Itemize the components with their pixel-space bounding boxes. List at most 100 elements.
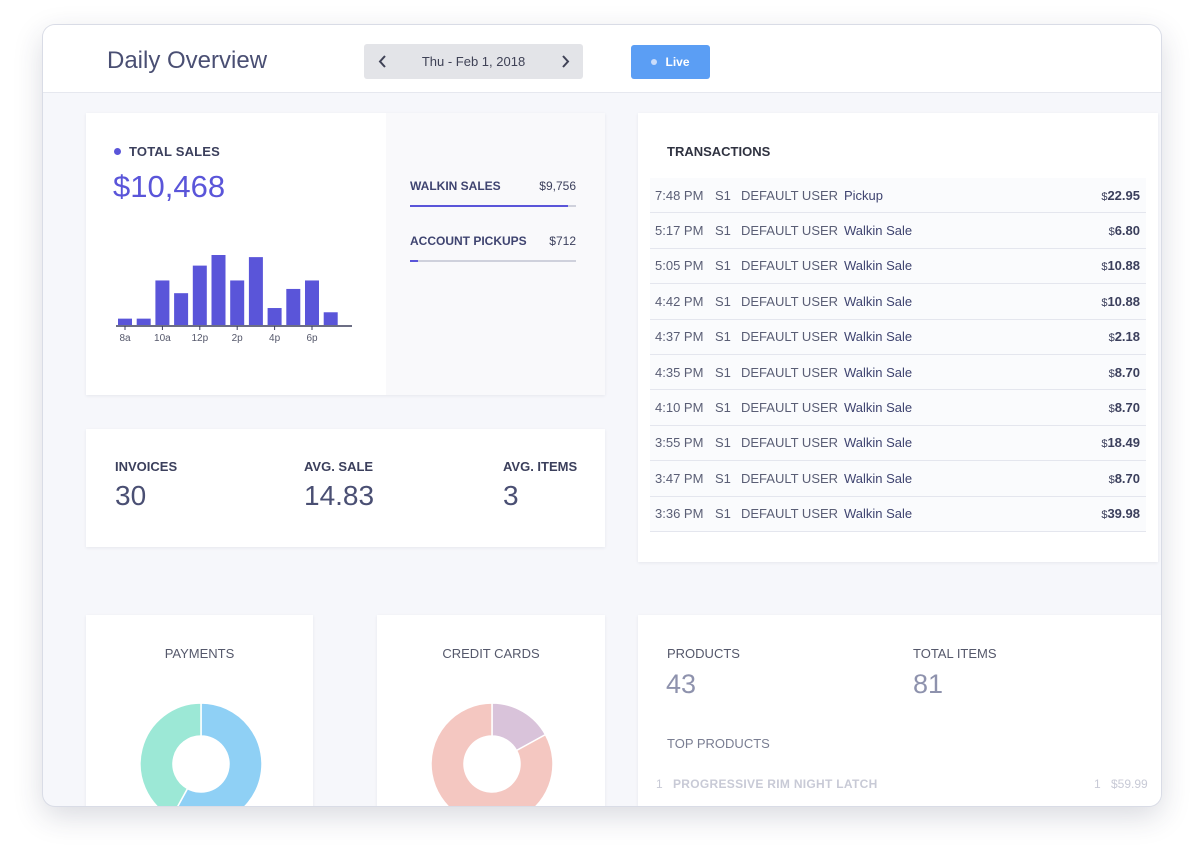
transaction-type: Walkin Sale [844, 435, 913, 451]
transaction-user: DEFAULT USER [741, 364, 839, 380]
transaction-amount: $18.49 [1101, 435, 1140, 450]
transaction-amount: $10.88 [1101, 258, 1140, 273]
walkin-sales-progress [410, 205, 576, 207]
transaction-time: 3:47 PM [655, 470, 704, 486]
transaction-store: S1 [715, 258, 731, 274]
transactions-list: 7:48 PM S1 DEFAULT USER Pickup $22.95 5:17 PM… [650, 178, 1146, 532]
walkin-sales-label: WALKIN SALES [410, 179, 501, 193]
transactions-title: TRANSACTIONS [667, 144, 771, 159]
transaction-store: S1 [715, 506, 731, 522]
currency-symbol: $ [1101, 190, 1108, 203]
transaction-row[interactable]: 4:37 PM S1 DEFAULT USER Walkin Sale $2.18 [650, 319, 1146, 355]
transaction-amount: $8.70 [1109, 471, 1140, 486]
transaction-time: 4:42 PM [655, 293, 704, 309]
bar-4p [267, 308, 282, 325]
previous-day-button[interactable] [364, 44, 400, 79]
transaction-store: S1 [715, 364, 731, 380]
transaction-time: 7:48 PM [655, 187, 704, 203]
walkin-sales-value: $9,756 [539, 179, 576, 193]
invoices-label: INVOICES [115, 459, 178, 474]
transaction-row[interactable]: 3:55 PM S1 DEFAULT USER Walkin Sale $18.49 [650, 425, 1146, 462]
sales-breakdown: WALKIN SALES $9,756 ACCOUNT PICKUPS $712 [386, 113, 605, 395]
currency-symbol: $ [1108, 226, 1115, 239]
x-tick-label: 4p [269, 333, 281, 344]
products-value: 43 [666, 669, 697, 699]
transaction-row[interactable]: 3:36 PM S1 DEFAULT USER Walkin Sale $39.98 [650, 496, 1146, 532]
bar-12p [192, 265, 207, 325]
top-product-qty: 1 [1094, 777, 1101, 791]
total-sales-value: $10,468 [113, 169, 226, 204]
transaction-store: S1 [715, 329, 731, 345]
payments-title: PAYMENTS [164, 646, 235, 661]
transaction-user: DEFAULT USER [741, 329, 839, 345]
next-day-button[interactable] [547, 44, 583, 79]
transaction-row[interactable]: 4:35 PM S1 DEFAULT USER Walkin Sale $8.70 [650, 354, 1146, 391]
current-date[interactable]: Thu - Feb 1, 2018 [421, 54, 526, 69]
x-tick-label: 12p [191, 333, 208, 344]
amount-value: 8.70 [1114, 364, 1140, 380]
avg-items-stat: AVG. ITEMS 3 [503, 459, 577, 512]
top-product-rank: 1 [656, 777, 663, 791]
bar-2p [230, 280, 245, 325]
bar-9a [136, 318, 151, 325]
amount-value: 10.88 [1107, 293, 1140, 309]
stats-card: INVOICES 30 AVG. SALE 14.83 AVG. ITEMS 3 [86, 429, 605, 547]
transaction-amount: $39.98 [1101, 506, 1140, 521]
chevron-left-icon [378, 55, 386, 68]
products-card: PRODUCTS 43 TOTAL ITEMS 81 TOP PRODUCTS … [638, 615, 1161, 806]
invoices-stat: INVOICES 30 [115, 459, 177, 512]
avg-sale-value: 14.83 [304, 480, 375, 511]
transaction-time: 3:55 PM [655, 435, 704, 451]
bar-8a [118, 318, 132, 325]
transaction-amount: $22.95 [1101, 188, 1140, 203]
currency-symbol: $ [1101, 438, 1108, 451]
transaction-row[interactable]: 5:05 PM S1 DEFAULT USER Walkin Sale $10.88 [650, 248, 1146, 285]
transaction-type: Walkin Sale [844, 329, 913, 345]
live-button[interactable]: Live [631, 45, 710, 79]
account-pickups-label: ACCOUNT PICKUPS [410, 234, 527, 248]
top-product-price: $59.99 [1111, 777, 1148, 791]
transaction-user: DEFAULT USER [741, 187, 839, 203]
transaction-time: 3:36 PM [655, 506, 704, 522]
amount-value: 8.70 [1114, 400, 1140, 416]
transaction-type: Walkin Sale [844, 470, 913, 486]
currency-symbol: $ [1108, 367, 1115, 380]
amount-value: 8.70 [1114, 470, 1140, 486]
amount-value: 22.95 [1107, 187, 1140, 203]
total-items-label: TOTAL ITEMS [913, 646, 997, 661]
transaction-type: Pickup [844, 187, 884, 203]
transaction-type: Walkin Sale [844, 293, 913, 309]
transaction-time: 5:05 PM [655, 258, 704, 274]
currency-symbol: $ [1108, 473, 1115, 486]
amount-value: 18.49 [1107, 435, 1140, 451]
invoices-value: 30 [115, 480, 147, 511]
bar-5p [286, 288, 301, 325]
transaction-row[interactable]: 3:47 PM S1 DEFAULT USER Walkin Sale $8.70 [650, 461, 1146, 497]
transaction-row[interactable]: 7:48 PM S1 DEFAULT USER Pickup $22.95 [650, 178, 1146, 214]
payments-donut-chart [139, 702, 263, 806]
transaction-time: 4:10 PM [655, 400, 704, 416]
transaction-store: S1 [715, 435, 731, 451]
bar-1p [211, 255, 226, 325]
amount-value: 10.88 [1107, 258, 1140, 274]
donut-segment [177, 702, 263, 806]
transaction-user: DEFAULT USER [741, 258, 839, 274]
donut-segment [139, 702, 202, 806]
bar-3p [248, 257, 263, 325]
transaction-type: Walkin Sale [844, 400, 913, 416]
page-title: Daily Overview [107, 47, 268, 74]
transaction-user: DEFAULT USER [741, 435, 839, 451]
transaction-row[interactable]: 4:10 PM S1 DEFAULT USER Walkin Sale $8.70 [650, 390, 1146, 426]
top-product-name: PROGRESSIVE RIM NIGHT LATCH [673, 777, 878, 791]
credit-cards-donut-chart [430, 702, 554, 806]
x-tick-label: 8a [119, 333, 131, 344]
transaction-row[interactable]: 5:17 PM S1 DEFAULT USER Walkin Sale $6.80 [650, 213, 1146, 249]
transaction-user: DEFAULT USER [741, 223, 839, 239]
bar-10a [155, 280, 170, 325]
payments-card: PAYMENTS [86, 615, 313, 806]
transaction-time: 4:37 PM [655, 329, 704, 345]
top-products-heading: TOP PRODUCTS [667, 736, 770, 751]
transaction-row[interactable]: 4:42 PM S1 DEFAULT USER Walkin Sale $10.88 [650, 284, 1146, 320]
transaction-type: Walkin Sale [844, 223, 913, 239]
account-pickups-value: $712 [549, 234, 576, 248]
